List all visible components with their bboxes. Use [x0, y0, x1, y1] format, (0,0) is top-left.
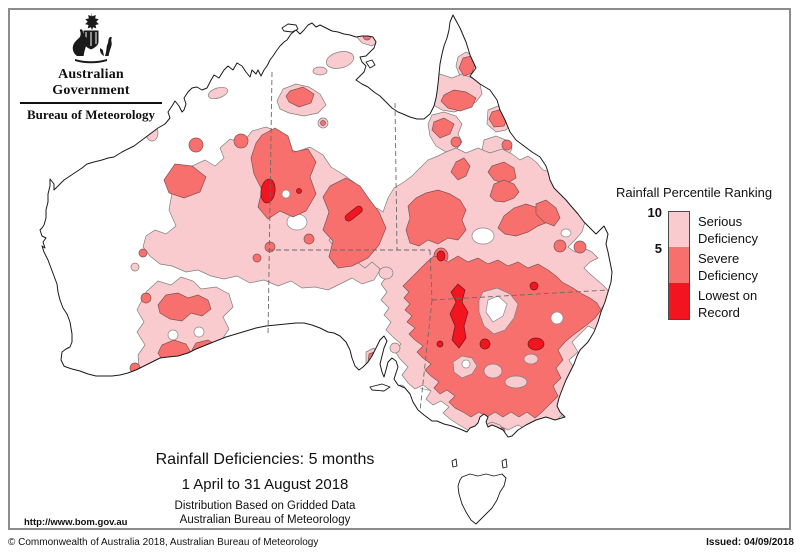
groote-eylandt [365, 59, 376, 69]
state-border-qld-sa-corner [429, 249, 433, 301]
map-frame [8, 8, 791, 530]
state-border-qld-nsw [431, 289, 609, 301]
logo-divider [20, 102, 162, 104]
state-border-nt-qld [394, 102, 398, 251]
tasmania [457, 473, 507, 525]
legend-label-severe: Severe Deficiency [698, 251, 758, 283]
map-source-line1: Distribution Based on Gridded Data [174, 500, 356, 512]
map-title: Rainfall Deficiencies: 5 months [155, 451, 375, 468]
legend-label-serious: Serious Deficiency [698, 214, 758, 246]
pink-hole [483, 363, 503, 379]
map-period: 1 April to 31 August 2018 [181, 476, 349, 493]
lowest-spot-tanami [260, 178, 276, 204]
severe-upper-west [405, 189, 467, 247]
lowest-bar-nt [344, 205, 363, 222]
serious-dot-sa [378, 266, 394, 280]
severe-dot [450, 136, 462, 148]
map-captions: Rainfall Deficiencies: 5 months 1 April … [110, 451, 420, 527]
lowest-spot-nsw [527, 337, 545, 351]
severe-dot [320, 120, 326, 126]
severe-dot [140, 292, 152, 304]
severe-dot [501, 139, 513, 151]
lowest-streak-channel-country [449, 283, 469, 349]
white-hole [281, 189, 291, 199]
pink-hole [504, 375, 528, 389]
white-hole [461, 359, 471, 369]
severe-upper-top [489, 179, 520, 203]
severe-dot [264, 241, 276, 253]
severe-dot [188, 137, 204, 153]
state-border-sa-nsw-vic [419, 299, 433, 412]
lowest-dot [296, 188, 302, 194]
issued-date: Issued: 04/09/2018 [706, 537, 794, 548]
legend-tick-10: 10 [647, 205, 662, 220]
white-hole [471, 227, 495, 245]
melville-island [281, 23, 299, 33]
bom-logo-block: Australian Government Bureau of Meteorol… [18, 12, 164, 123]
severe-cape-york-c [431, 117, 455, 139]
white-hole [167, 329, 179, 341]
white-hole [193, 326, 205, 338]
legend-tick-5: 5 [654, 241, 662, 256]
severe-gulf-band-e [487, 161, 517, 185]
king-island [451, 458, 458, 468]
legend-swatch-severe [668, 247, 690, 284]
legend-swatch-lowest [668, 283, 690, 320]
legend-label-lowest: Lowest on Record [698, 288, 758, 320]
lowest-dot [479, 338, 491, 350]
serious-dot-kimberley [208, 86, 228, 100]
severe-dot-seq [553, 239, 567, 253]
bom-url: http://www.bom.gov.au [24, 517, 128, 528]
legend-title: Rainfall Percentile Ranking [616, 185, 773, 200]
lowest-dot [529, 281, 539, 291]
severe-dot [252, 253, 262, 263]
severe-cape-york-b [440, 89, 477, 112]
pink-hole [523, 353, 539, 365]
severe-pilbara-inland [163, 163, 207, 199]
serious-dot-midnorth-sa [389, 342, 401, 354]
severe-dot [233, 133, 249, 149]
rainfall-deficiency-patches [129, 25, 611, 437]
government-label: Australian Government [52, 67, 130, 98]
kangaroo-island [369, 383, 391, 392]
white-hole [560, 228, 572, 238]
serious-patch-top-end [325, 51, 355, 69]
severe-gulf-band-w [450, 157, 471, 181]
serious-dot-wa [130, 262, 140, 272]
map-source-line2: Australian Bureau of Meteorology [179, 514, 351, 526]
severe-lower-mass [402, 255, 602, 419]
copyright-text: © Commonwealth of Australia 2018, Austra… [8, 537, 319, 548]
lowest-dot [436, 340, 444, 348]
severe-dot-seq [573, 240, 587, 254]
severe-mackay-coastal [535, 199, 561, 227]
flinders-island [501, 458, 508, 469]
serious-dot-top-end [312, 66, 328, 76]
severe-goldfields-n [157, 292, 212, 322]
white-hole [550, 311, 564, 325]
lowest-spot [436, 250, 446, 262]
severe-dot [303, 233, 315, 245]
state-border-wa [267, 71, 273, 337]
legend-swatch-serious [668, 211, 690, 248]
australian-coat-of-arms-icon [72, 13, 112, 64]
severe-dot [138, 248, 148, 258]
severe-tanami-east [322, 177, 387, 269]
severe-victoria-river [285, 86, 315, 108]
bureau-label: Bureau of Meteorology [26, 106, 156, 122]
